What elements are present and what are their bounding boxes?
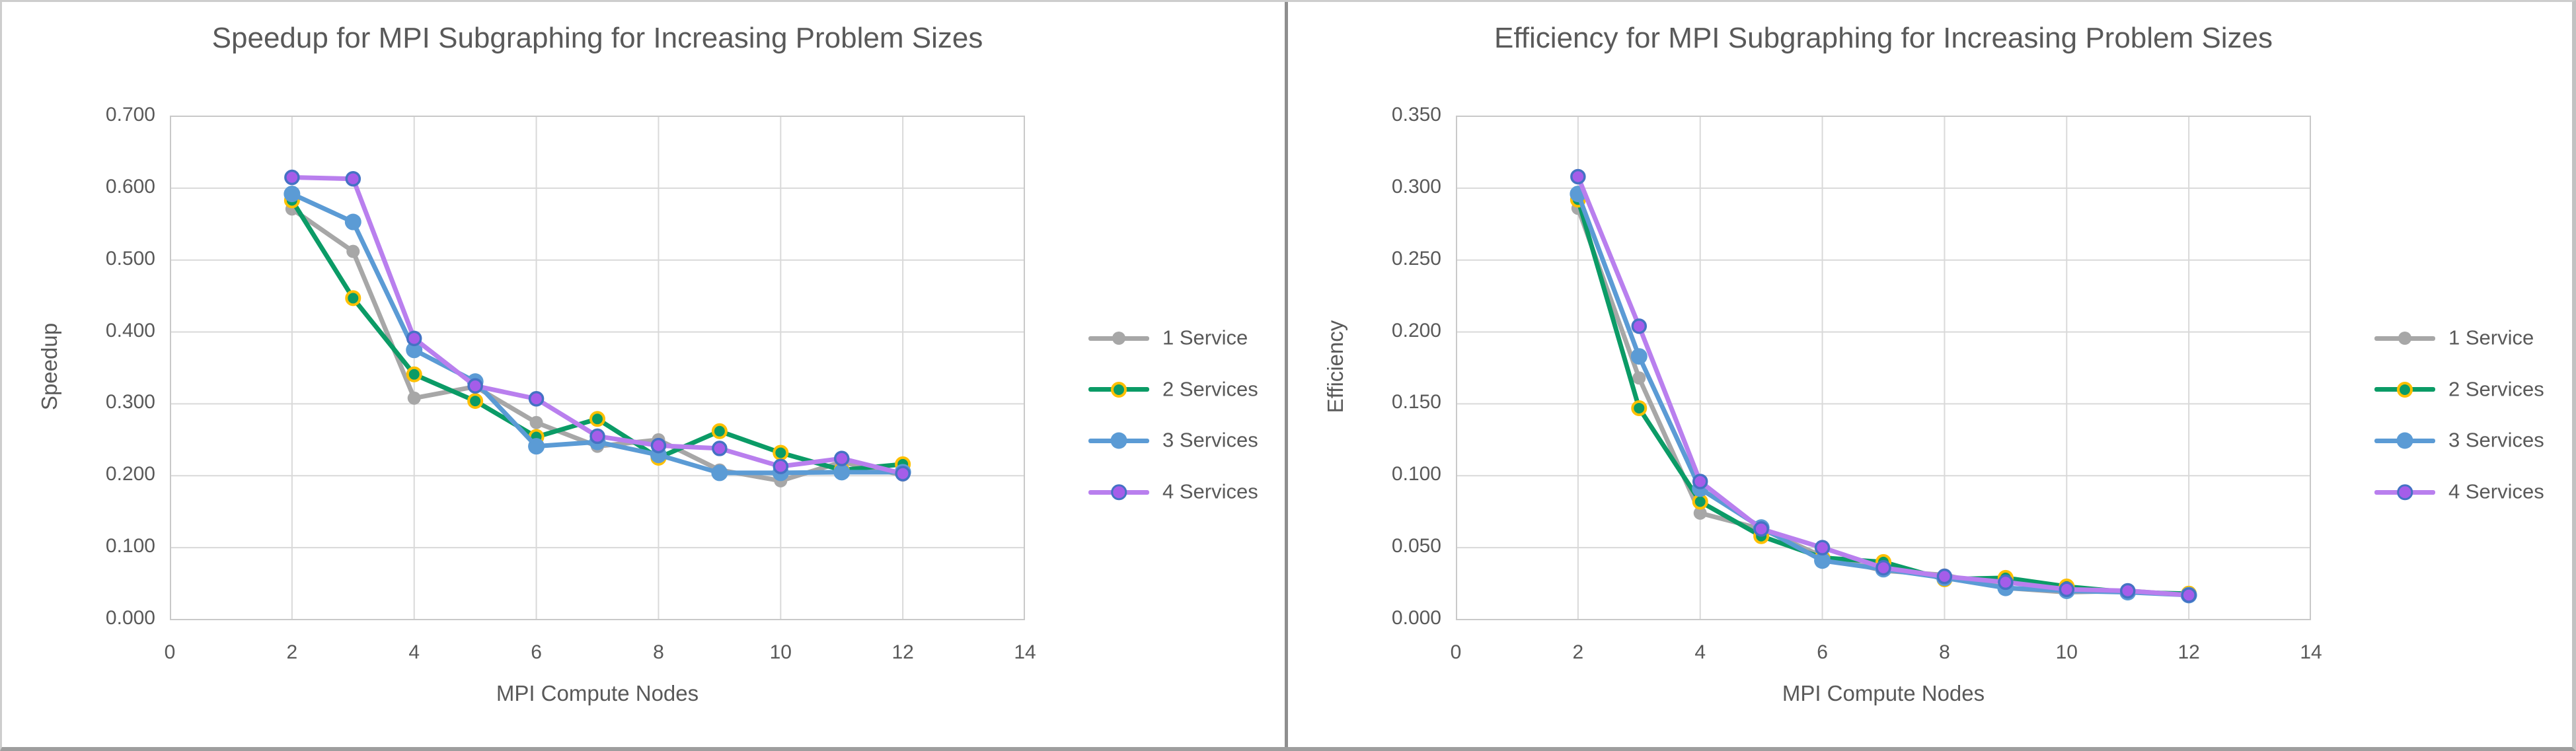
data-point-marker (528, 438, 545, 455)
data-point-marker (528, 391, 545, 407)
y-axis-tick-label: 0.000 (105, 607, 155, 629)
data-point-marker (1693, 506, 1707, 520)
plot-area-efficiency (1456, 116, 2311, 620)
data-point-marker (589, 428, 605, 445)
data-point-marker (345, 170, 361, 187)
chart-panel-speedup: Speedup for MPI Subgraphing for Increasi… (2, 2, 1285, 747)
y-axis-tick-label: 0.100 (105, 535, 155, 557)
chart-title-speedup: Speedup for MPI Subgraphing for Increasi… (211, 22, 983, 54)
series-line (1575, 174, 2191, 598)
y-axis-tick-label: 0.150 (1391, 391, 1441, 413)
legend-label: 1 Service (1162, 326, 1248, 349)
data-point-marker (529, 415, 543, 429)
x-axis-tick-label: 0 (1450, 641, 1462, 663)
data-point-marker (1631, 318, 1648, 334)
data-point-marker (589, 411, 605, 427)
y-axis-tick-label: 0.500 (105, 247, 155, 269)
x-axis-tick-label: 6 (531, 641, 542, 663)
x-axis-tick-label: 12 (891, 641, 914, 663)
data-point-marker (406, 366, 422, 382)
y-axis-tick-label: 0.100 (1391, 463, 1441, 485)
data-point-marker (406, 341, 423, 359)
data-point-marker (711, 464, 728, 482)
plot-border (170, 116, 1025, 620)
y-axis-tick-label: 0.000 (1391, 607, 1441, 629)
data-point-marker (1753, 521, 1769, 537)
data-point-marker (344, 213, 361, 231)
data-point-marker (1692, 493, 1708, 510)
data-point-marker (2059, 581, 2075, 598)
data-point-marker (773, 458, 789, 474)
chart-panel-efficiency: Efficiency for MPI Subgraphing for Incre… (1288, 2, 2571, 747)
legend-label: 3 Services (1162, 428, 1258, 452)
data-point-marker (1630, 348, 1648, 365)
x-axis-tick-label: 0 (164, 641, 176, 663)
x-axis-tick-label: 2 (1572, 641, 1584, 663)
y-axis-tick-label: 0.200 (105, 463, 155, 485)
y-axis-tick-label: 0.300 (105, 391, 155, 413)
data-point-marker (712, 441, 728, 456)
data-point-marker (895, 466, 911, 482)
data-point-marker (284, 169, 300, 186)
data-point-marker (407, 391, 421, 405)
data-point-marker (2181, 587, 2197, 603)
data-point-marker (467, 393, 484, 410)
data-point-marker (346, 244, 360, 258)
data-point-marker (1814, 540, 1831, 555)
y-axis-tick-label: 0.350 (1391, 104, 1441, 125)
data-point-marker (711, 423, 728, 439)
x-axis-tick-label: 8 (1939, 641, 1950, 663)
x-axis-tick-label: 14 (1014, 641, 1036, 663)
data-point-marker (2119, 583, 2136, 599)
data-point-marker (1998, 574, 2014, 590)
data-point-marker (1570, 168, 1586, 185)
x-axis-tick-label: 12 (2178, 641, 2200, 663)
y-axis-tick-label: 0.600 (105, 175, 155, 197)
y-axis-tick-label: 0.400 (105, 319, 155, 341)
y-axis-tick-label: 0.050 (1391, 535, 1441, 557)
series-line (1575, 192, 2191, 598)
data-point-marker (1631, 400, 1648, 416)
series-line (1575, 197, 2191, 596)
data-point-marker (1814, 552, 1831, 569)
panel-divider (1285, 2, 1288, 747)
x-axis-tick-label: 6 (1817, 641, 1828, 663)
x-axis-tick-label: 4 (408, 641, 420, 663)
data-point-marker (650, 437, 667, 454)
data-point-marker (833, 464, 851, 481)
y-axis-tick-label: 0.250 (1391, 247, 1441, 269)
data-point-marker (284, 186, 301, 203)
plot-border (1456, 116, 2311, 620)
x-axis-tick-label: 14 (2300, 641, 2322, 663)
legend-label: 4 Services (2448, 480, 2544, 503)
x-axis-tick-label: 10 (769, 641, 792, 663)
data-point-marker (773, 445, 789, 461)
x-axis-title-right: MPI Compute Nodes (1782, 681, 1985, 705)
legend-label: 2 Services (1162, 376, 1258, 400)
x-axis-tick-label: 2 (286, 641, 298, 663)
legend-label: 4 Services (1162, 480, 1258, 503)
data-point-marker (1936, 568, 1953, 585)
data-point-marker (406, 330, 422, 347)
y-axis-tick-label: 0.300 (1391, 175, 1441, 197)
data-point-marker (467, 378, 483, 394)
y-axis-tick-label: 0.700 (105, 104, 155, 125)
y-axis-tick-label: 0.200 (1391, 319, 1441, 341)
legend-label: 3 Services (2448, 428, 2544, 452)
x-axis-title-left: MPI Compute Nodes (496, 681, 699, 705)
data-point-marker (833, 450, 850, 466)
x-axis-tick-label: 8 (653, 641, 664, 663)
data-point-marker (1875, 559, 1891, 576)
chart-title-efficiency: Efficiency for MPI Subgraphing for Incre… (1494, 22, 2273, 54)
data-point-marker (1632, 371, 1646, 385)
data-point-marker (1692, 474, 1708, 489)
x-axis-tick-label: 10 (2055, 641, 2078, 663)
x-axis-tick-label: 4 (1694, 641, 1706, 663)
legend-label: 2 Services (2448, 376, 2544, 400)
plot-area-speedup (170, 116, 1025, 620)
data-point-marker (345, 290, 361, 306)
legend-label: 1 Service (2448, 326, 2534, 349)
